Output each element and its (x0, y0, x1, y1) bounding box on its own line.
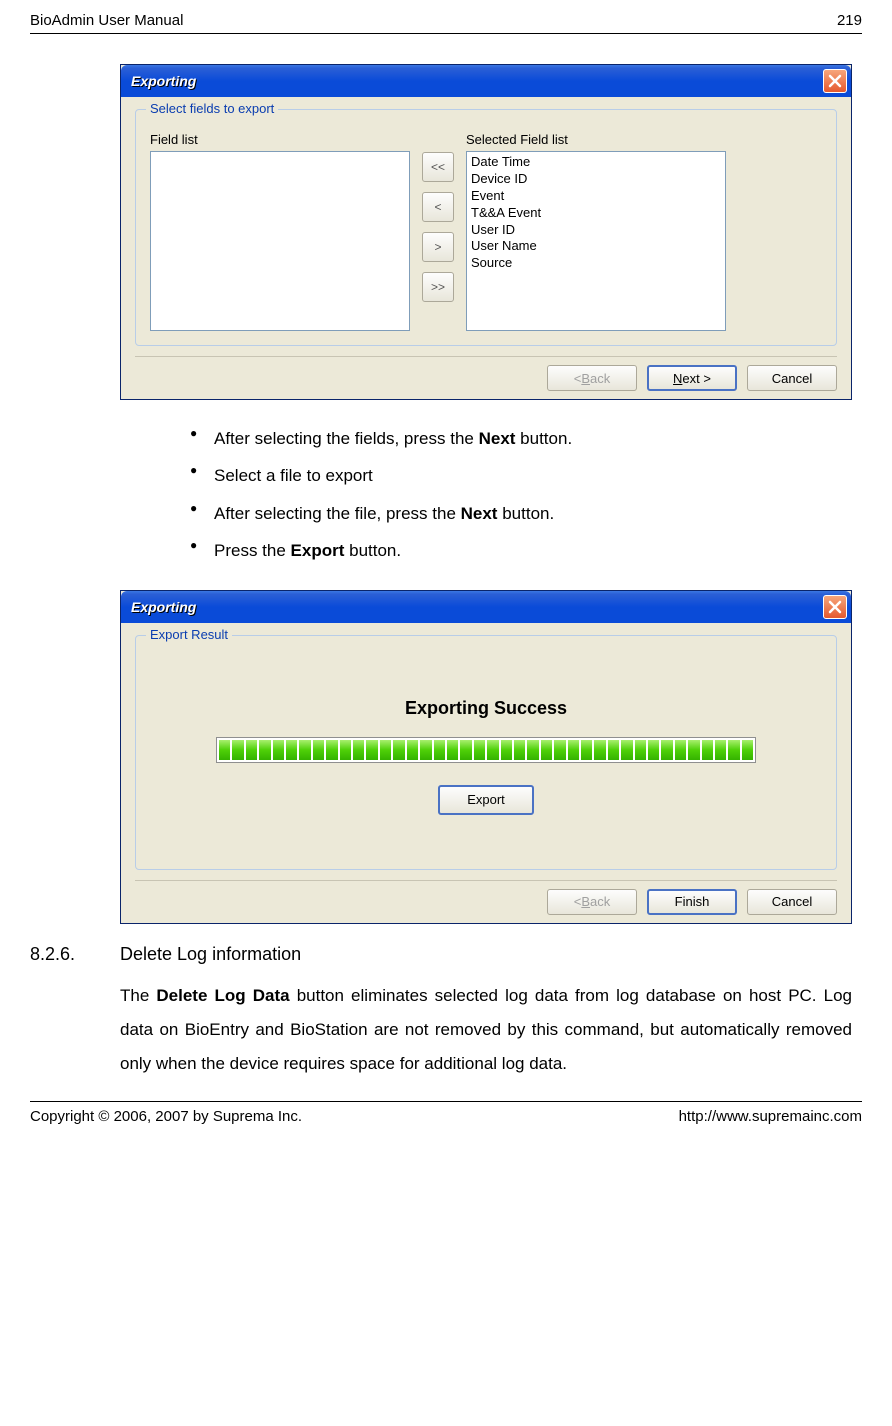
move-all-right-button[interactable]: >> (422, 272, 454, 302)
cancel-button[interactable]: Cancel (747, 889, 837, 915)
progress-segment (621, 740, 632, 760)
list-item[interactable]: T&&A Event (471, 205, 721, 222)
back-suffix: ack (590, 894, 610, 909)
progress-segment (702, 740, 713, 760)
progress-segment (487, 740, 498, 760)
progress-segment (742, 740, 753, 760)
back-ul: B (581, 894, 590, 909)
progress-segment (514, 740, 525, 760)
progress-segment (527, 740, 538, 760)
field-list[interactable] (150, 151, 410, 331)
progress-segment (380, 740, 391, 760)
success-text: Exporting Success (160, 698, 812, 719)
cancel-button[interactable]: Cancel (747, 365, 837, 391)
progress-segment (661, 740, 672, 760)
next-ul: N (673, 371, 682, 386)
group-title: Export Result (146, 627, 232, 642)
progress-segment (299, 740, 310, 760)
list-item[interactable]: Date Time (471, 154, 721, 171)
move-right-button[interactable]: > (422, 232, 454, 262)
section-title: Delete Log information (120, 944, 301, 965)
progress-segment (501, 740, 512, 760)
titlebar: Exporting (121, 591, 851, 623)
list-item: Press the Export button. (190, 532, 852, 569)
back-prefix: < (574, 371, 582, 386)
section-number: 8.2.6. (30, 944, 120, 965)
progress-segment (353, 740, 364, 760)
progress-segment (407, 740, 418, 760)
paragraph: The Delete Log Data button eliminates se… (120, 979, 852, 1081)
list-item[interactable]: User ID (471, 222, 721, 239)
exporting-dialog-fields: Exporting Select fields to export Field … (120, 64, 852, 400)
back-suffix: ack (590, 371, 610, 386)
page-number: 219 (837, 12, 862, 29)
list-item: Select a file to export (190, 457, 852, 494)
titlebar: Exporting (121, 65, 851, 97)
progress-segment (447, 740, 458, 760)
selected-field-list[interactable]: Date Time Device ID Event T&&A Event Use… (466, 151, 726, 331)
export-button[interactable]: Export (438, 785, 534, 815)
progress-segment (460, 740, 471, 760)
progress-segment (286, 740, 297, 760)
progress-segment (393, 740, 404, 760)
progress-segment (420, 740, 431, 760)
dialog-title: Exporting (131, 73, 196, 89)
next-button[interactable]: Next > (647, 365, 737, 391)
select-fields-group: Select fields to export Field list << < … (135, 109, 837, 346)
progress-segment (340, 740, 351, 760)
group-title: Select fields to export (146, 101, 278, 116)
progress-segment (541, 740, 552, 760)
export-result-group: Export Result Exporting Success Export (135, 635, 837, 870)
list-item: After selecting the fields, press the Ne… (190, 420, 852, 457)
progress-segment (568, 740, 579, 760)
move-left-button[interactable]: < (422, 192, 454, 222)
progress-segment (608, 740, 619, 760)
back-prefix: < (574, 894, 582, 909)
progress-segment (434, 740, 445, 760)
close-icon[interactable] (823, 69, 847, 93)
back-button[interactable]: < Back (547, 365, 637, 391)
move-all-left-button[interactable]: << (422, 152, 454, 182)
finish-button[interactable]: Finish (647, 889, 737, 915)
progress-segment (366, 740, 377, 760)
progress-segment (273, 740, 284, 760)
next-suffix: ext > (682, 371, 711, 386)
back-button[interactable]: < Back (547, 889, 637, 915)
progress-segment (688, 740, 699, 760)
list-item[interactable]: Source (471, 255, 721, 272)
progress-segment (648, 740, 659, 760)
progress-bar (216, 737, 756, 763)
dialog-title: Exporting (131, 599, 196, 615)
list-item[interactable]: Device ID (471, 171, 721, 188)
progress-segment (554, 740, 565, 760)
progress-segment (246, 740, 257, 760)
progress-segment (635, 740, 646, 760)
progress-segment (581, 740, 592, 760)
exporting-dialog-result: Exporting Export Result Exporting Succes… (120, 590, 852, 924)
progress-segment (715, 740, 726, 760)
list-item: After selecting the file, press the Next… (190, 495, 852, 532)
instruction-list: After selecting the fields, press the Ne… (150, 420, 852, 570)
progress-segment (594, 740, 605, 760)
progress-segment (313, 740, 324, 760)
doc-title: BioAdmin User Manual (30, 12, 183, 29)
copyright: Copyright © 2006, 2007 by Suprema Inc. (30, 1108, 302, 1125)
selected-field-list-label: Selected Field list (466, 132, 726, 147)
progress-segment (259, 740, 270, 760)
progress-segment (219, 740, 230, 760)
footer-url: http://www.supremainc.com (679, 1108, 862, 1125)
progress-segment (728, 740, 739, 760)
field-list-label: Field list (150, 132, 410, 147)
progress-segment (675, 740, 686, 760)
progress-segment (232, 740, 243, 760)
close-icon[interactable] (823, 595, 847, 619)
progress-segment (474, 740, 485, 760)
progress-segment (326, 740, 337, 760)
list-item[interactable]: User Name (471, 238, 721, 255)
list-item[interactable]: Event (471, 188, 721, 205)
back-ul: B (581, 371, 590, 386)
